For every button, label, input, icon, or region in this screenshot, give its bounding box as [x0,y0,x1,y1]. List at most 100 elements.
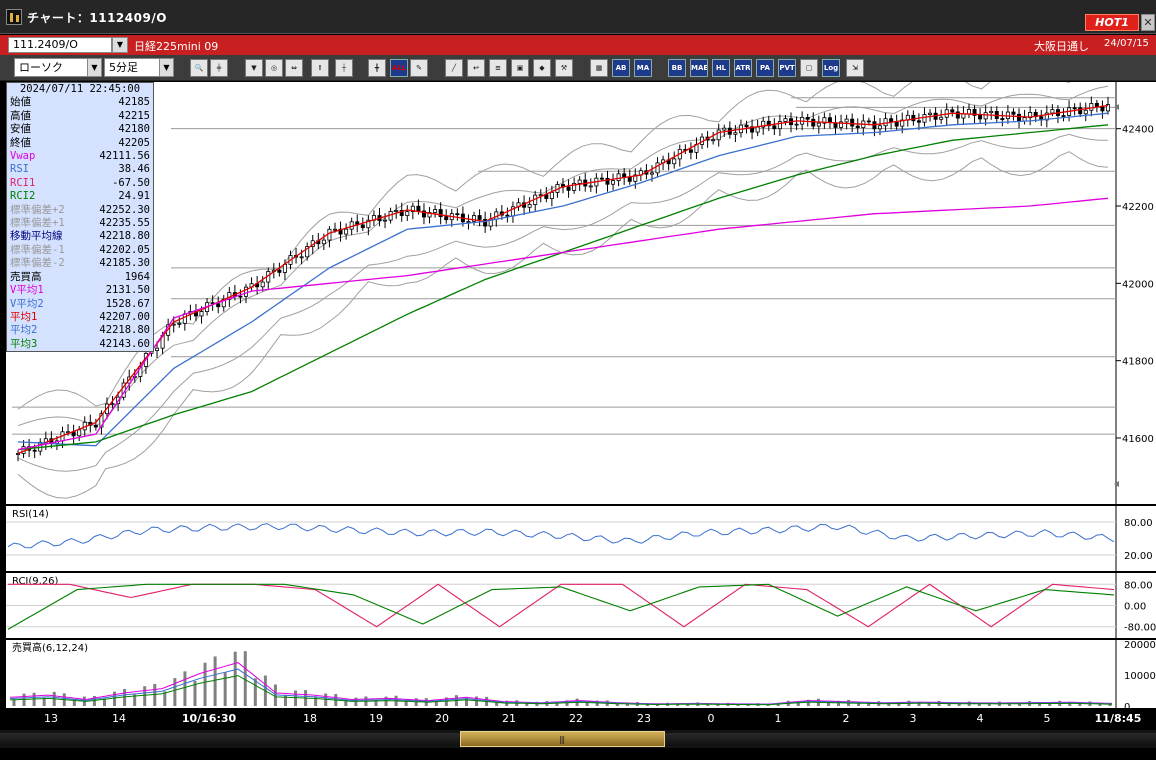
volume-bar [294,690,298,706]
candle-remove-icon[interactable]: ╋ [368,59,386,77]
rsi-tick-label: 80.00 [1124,518,1153,529]
data-window-row: 売買高 1964 [10,271,150,284]
data-window-value: -67.50 [112,176,150,189]
volume-bar [253,678,257,706]
all-button[interactable]: ALL [390,59,408,77]
bollinger-upper-2 [17,82,1071,410]
data-window-value: 42111.56 [99,150,150,163]
pen-icon[interactable]: ✎ [410,59,428,77]
chevron-down-icon[interactable]: ▼ [112,37,128,53]
candle-add-icon[interactable]: ┼ [335,59,353,77]
volume-bar [826,700,830,706]
line-draw-icon[interactable]: ╱ [445,59,463,77]
ab-button[interactable]: AB [612,59,630,77]
mae-button[interactable]: MAE [690,59,708,77]
candle-body [405,211,410,216]
volume-bar [1018,702,1022,706]
candle-body [911,114,916,122]
volume-bar [72,699,76,706]
volume-bar [1068,701,1072,706]
close-icon[interactable]: ✕ [1141,14,1155,31]
trash-icon[interactable]: ▣ [511,59,529,77]
scrollbar-thumb[interactable]: ||| [460,731,665,747]
rsi-tick-label: 20.00 [1124,551,1153,562]
return-icon[interactable]: ↩ [467,59,485,77]
data-window-row: 高値 42215 [10,110,150,123]
candle-body [527,204,532,208]
period-select[interactable]: 5分足 ▼ [104,58,174,77]
candle-body [360,224,365,229]
data-window-value: 42218.80 [99,230,150,243]
date-label: 24/07/15 [1104,38,1149,49]
volume-bar [947,702,951,706]
symbol-code-input[interactable]: 111.2409/O [8,37,112,53]
zoom-icon[interactable]: 🔍 [190,59,208,77]
candle-body [955,111,960,119]
time-axis-label: 4 [976,712,984,725]
candle-body [839,121,844,128]
candle-body [577,179,582,184]
time-axis: 13 14 10/16:30 18 19 20 21 22 23 0 1 2 3 4 5 11/8:45 [6,708,1156,730]
candle-body [922,114,927,123]
ma-button[interactable]: MA [634,59,652,77]
axis-marker-icon [1114,481,1119,487]
list-icon[interactable]: ≡ [489,59,507,77]
volume-bar [555,702,559,706]
search-chart-icon[interactable]: ◎ [265,59,283,77]
hl-button[interactable]: HL [712,59,730,77]
tools-icon[interactable]: ⚒ [555,59,573,77]
color-icon[interactable]: ▦ [590,59,608,77]
data-window-row: 始値 42185 [10,96,150,109]
rci-tick-label: 80.00 [1124,580,1153,591]
chart-svg[interactable]: 42400 42200 42000 41800 41600 RSI(14) 80.00 20.… [6,82,1156,708]
data-window-label: 移動平均線 [10,230,63,243]
fit-icon[interactable]: ⇔ [285,59,303,77]
volume-bar [987,702,991,706]
info-icon[interactable]: ! [311,59,329,77]
volume-bar [957,702,961,706]
volume-bar [384,696,388,706]
data-window-value: 42218.80 [99,324,150,337]
candle-body [572,183,577,191]
candle-body [66,431,71,434]
candle-body [978,114,983,120]
title-bar: チャート：1112409/O HOT1 ✕ [0,0,1156,34]
frame-button[interactable]: ▢ [800,59,818,77]
data-window-row: 平均2 42218.80 [10,324,150,337]
atr-button[interactable]: ATR [734,59,752,77]
ma2-line [17,112,1109,447]
data-window-row: V平均1 2131.50 [10,284,150,297]
chart-area[interactable]: 42400 42200 42000 41800 41600 RSI(14) 80.00 20.… [6,82,1156,708]
data-window-label: 標準偏差+1 [10,217,65,230]
panel-separator [6,504,1156,506]
settings-icon[interactable]: ◆ [533,59,551,77]
chart-scrollbar[interactable]: ||| [0,730,1156,748]
candle-body [138,366,143,377]
candle-body [282,263,287,273]
para-button[interactable]: PA [756,59,774,77]
candle-body [466,220,471,223]
data-window-value: 42252.30 [99,203,150,216]
time-axis-label: 20 [435,712,449,725]
candle-body [366,219,371,229]
candle-body [755,126,760,133]
volume-tick-label: 10000 [1124,671,1156,682]
down-arrow-icon[interactable]: ▼ [245,59,263,77]
candle-body [472,215,477,222]
volume-bar [163,691,167,706]
hot-badge[interactable]: HOT1 [1085,14,1139,31]
candle-body [605,177,610,185]
pvt-button[interactable]: PVT [778,59,796,77]
export-icon[interactable]: ⇲ [846,59,864,77]
chart-type-select[interactable]: ローソク ▼ [14,58,102,77]
volume-bar [183,671,187,706]
grip-icon: ||| [559,735,565,744]
bb-button[interactable]: BB [668,59,686,77]
volume-avg1-line [9,662,1113,705]
candle-body [599,177,604,180]
crosshair-icon[interactable]: ╪ [210,59,228,77]
log-button[interactable]: Log [822,59,840,77]
candle-body [416,205,421,212]
volume-panel-title: 売買高(6,12,24) [12,641,88,654]
candle-body [805,117,810,120]
